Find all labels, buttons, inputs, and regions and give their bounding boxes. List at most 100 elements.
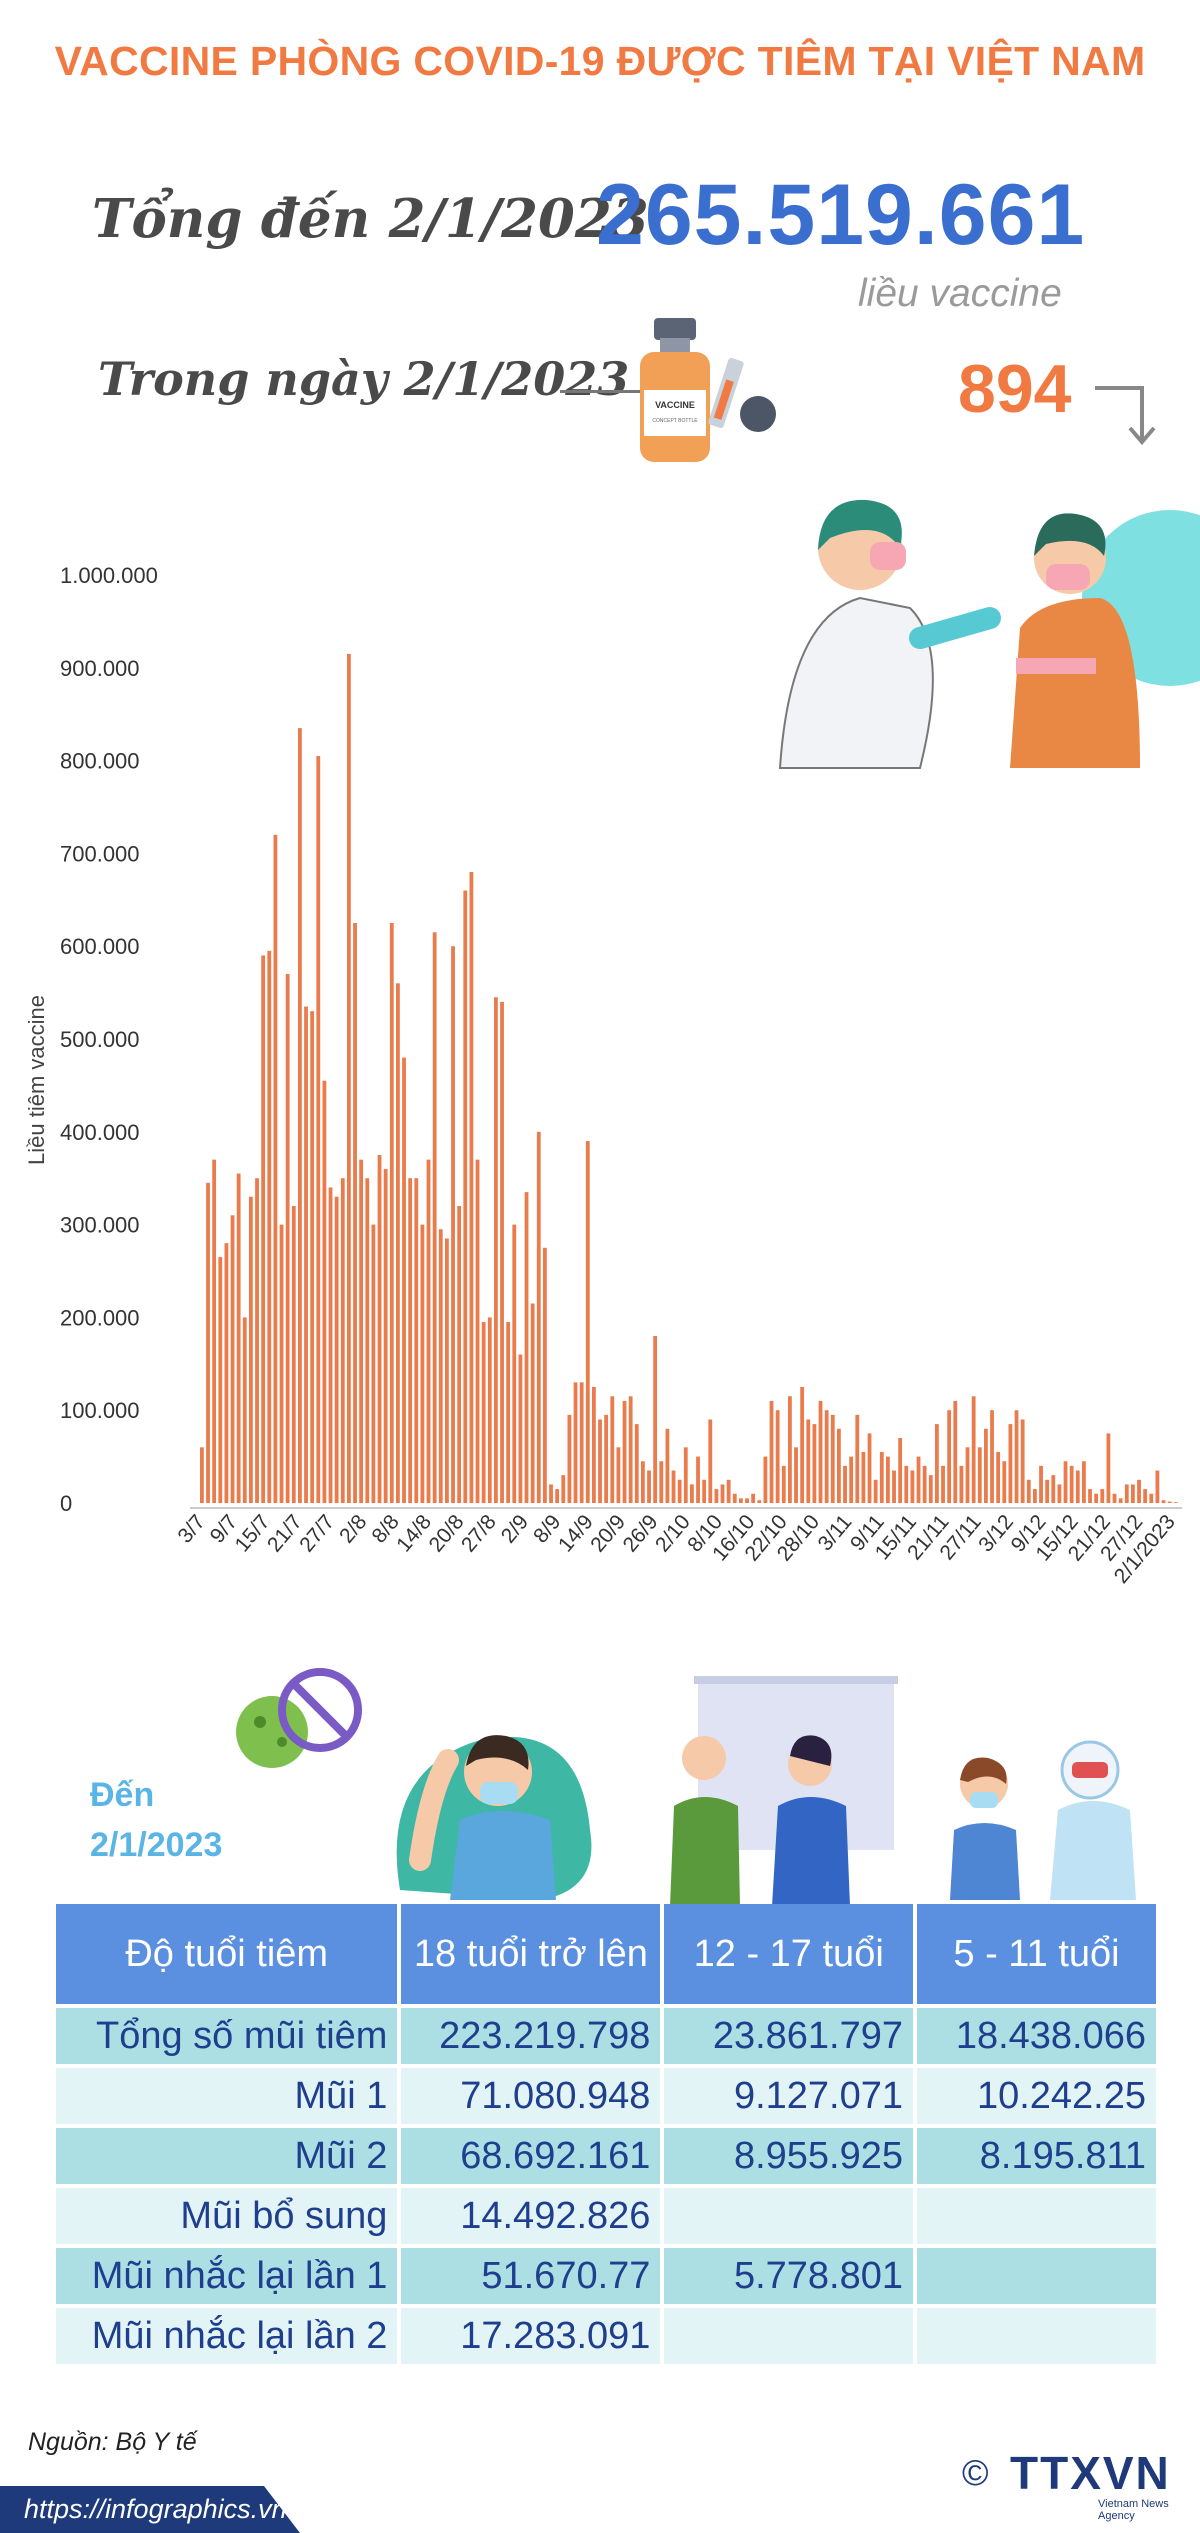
vaccination-illustration [778,499,1200,769]
y-tick-label: 900.000 [60,656,140,681]
bar [1137,1479,1141,1503]
bar [714,1489,719,1503]
bar [818,1400,823,1503]
bar [285,974,290,1503]
total-unit: liều vaccine [858,272,1062,315]
bar [500,1001,504,1503]
bar [745,1498,749,1503]
header-12-17: 12 - 17 tuổi [664,1904,914,2004]
bar [683,1447,688,1503]
bar [310,1011,315,1503]
bar [1131,1484,1135,1503]
bar [732,1493,737,1503]
row-label: Mũi nhắc lại lần 1 [56,2248,398,2304]
bar [291,1206,296,1503]
bar [781,1465,786,1503]
bar [298,728,302,1503]
bar [512,1224,517,1503]
bar [457,1206,462,1503]
bar [812,1424,817,1503]
bar [1051,1475,1056,1503]
bar [408,1178,413,1503]
bar [383,1168,388,1503]
table-row: Mũi 2 68.692.161 8.955.925 8.195.811 [56,2128,1156,2184]
vial-label: VACCINE [655,400,695,410]
bar [1143,1489,1148,1503]
cell-value [917,2188,1156,2244]
bar [953,1400,958,1503]
bar [647,1470,651,1503]
bar [481,1322,486,1503]
bar [1020,1419,1025,1503]
bar [438,1229,443,1503]
total-value: 265.519.661 [596,167,1086,263]
bar [1167,1501,1172,1503]
table-row: Mũi nhắc lại lần 2 17.283.091 [56,2308,1156,2364]
bar [947,1410,952,1503]
row-label: Mũi bổ sung [56,2188,398,2244]
bar [794,1447,798,1503]
cell-value: 10.242.25 [917,2068,1156,2124]
x-tick-label: 3/7 [173,1510,209,1547]
bar [690,1484,694,1503]
bar [328,1187,333,1503]
y-tick-label: 300.000 [60,1213,140,1238]
bar [1033,1489,1037,1503]
bar [935,1424,939,1503]
adult-group-illustration [396,1735,592,1900]
bar [420,1224,425,1503]
cell-value [917,2308,1156,2364]
header-age-group: Độ tuổi tiêm [56,1904,398,2004]
y-tick-label: 0 [60,1491,72,1516]
bar [965,1447,970,1503]
cell-value: 23.861.797 [664,2008,914,2064]
since-date-label: Đến 2/1/2023 [90,1776,223,1864]
bar [873,1479,878,1503]
ttxvn-logo: TTXVN [1010,2447,1171,2499]
bar [837,1428,841,1503]
bar [426,1159,431,1503]
bar [959,1465,964,1503]
bar [567,1414,572,1503]
bar [824,1410,829,1503]
total-label: Tổng đến 2/1/2023 [92,188,649,250]
bar [671,1470,676,1503]
bar [628,1396,633,1503]
row-label: Mũi 2 [56,2128,398,2184]
cell-value: 5.778.801 [664,2248,914,2304]
x-tick-label: 14/8 [392,1510,436,1556]
cell-value: 8.195.811 [917,2128,1156,2184]
footer-url-link[interactable]: https://infographics.vn [24,2494,287,2524]
y-axis-ticks: 1.000.000 900.000 800.000 700.000 600.000 500… [60,563,158,1516]
bar [1173,1502,1178,1503]
bar [279,1224,284,1503]
bar [702,1479,707,1503]
x-tick-label: 3/11 [814,1510,857,1555]
bar [800,1387,805,1503]
bar [1014,1410,1019,1503]
x-tick-label: 2/9 [497,1510,533,1547]
bar [886,1456,890,1503]
cell-value: 9.127.071 [664,2068,914,2124]
logo-subtitle: Vietnam News Agency [1098,2498,1169,2522]
bar [463,890,468,1503]
bar [1106,1433,1111,1503]
no-virus-icon [236,1668,362,1768]
bar [561,1475,566,1503]
bar [414,1178,419,1503]
y-tick-label: 200.000 [60,1305,140,1330]
bar [304,1006,308,1503]
bar [524,1192,529,1503]
arrow-down-icon [1095,386,1156,446]
bar [218,1257,223,1503]
y-tick-label: 800.000 [60,749,140,774]
bar [1094,1493,1099,1503]
bar [634,1424,639,1503]
bar [261,955,266,1503]
bar [977,1447,982,1503]
y-tick-label: 600.000 [60,934,140,959]
bar [212,1159,217,1503]
bar [579,1382,584,1503]
table-row: Mũi nhắc lại lần 1 51.670.77 5.778.801 [56,2248,1156,2304]
day-connector-line [560,390,648,393]
